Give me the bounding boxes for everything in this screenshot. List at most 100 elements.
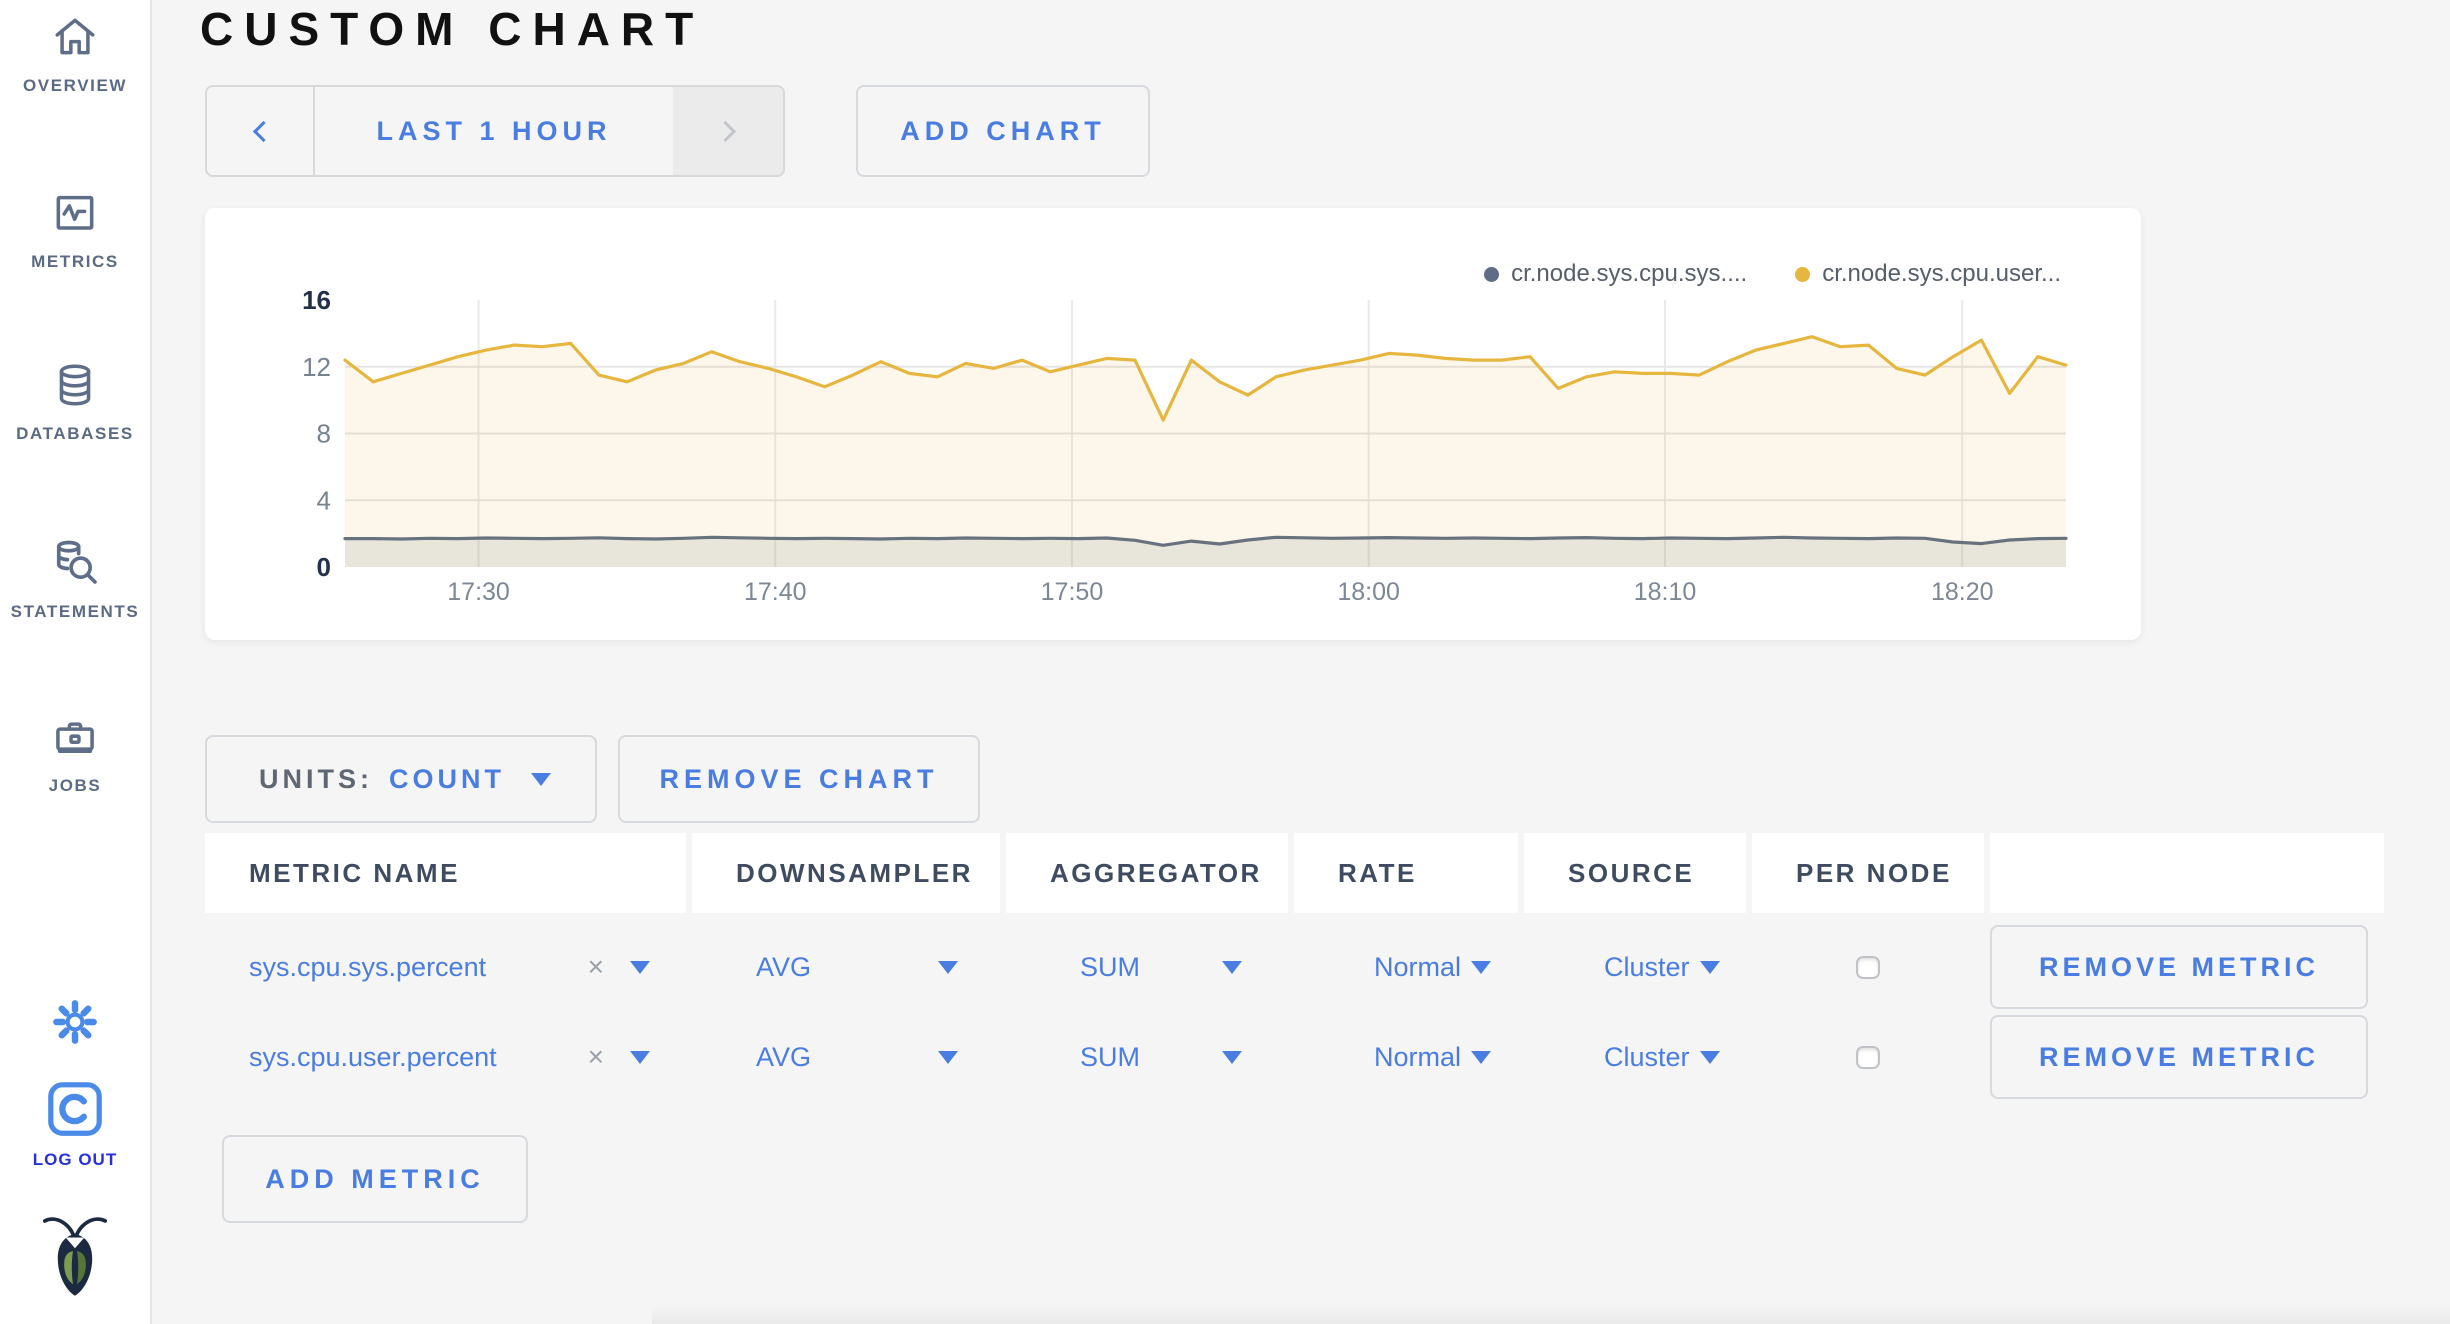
aggregator-dropdown[interactable]: SUM <box>1006 1013 1288 1101</box>
svg-text:0: 0 <box>317 552 331 582</box>
line-chart: 17:30 17:40 17:50 18:00 18:10 18:20 0 4 8 12 16 <box>302 285 2068 606</box>
source-value: Cluster <box>1604 1041 1690 1072</box>
svg-text:18:10: 18:10 <box>1634 578 1697 606</box>
metric-name-dropdown[interactable] <box>630 1050 650 1064</box>
legend-dot-user <box>1795 266 1811 282</box>
table-row: sys.cpu.user.percent × AVG SUM Normal Cl… <box>205 1013 2384 1101</box>
sidebar-item-label: METRICS <box>31 252 119 271</box>
remove-metric-button[interactable]: REMOVE METRIC <box>1990 1015 2368 1099</box>
table-row: sys.cpu.sys.percent × AVG SUM Normal Clu… <box>205 923 2384 1011</box>
chevron-down-icon <box>1471 1050 1492 1064</box>
svg-text:18:20: 18:20 <box>1931 578 1994 606</box>
cockroachdb-logo <box>0 1208 150 1300</box>
sidebar-item-label: DATABASES <box>16 424 134 443</box>
chevron-down-icon <box>630 960 650 974</box>
metrics-table-header: METRIC NAME DOWNSAMPLER AGGREGATOR RATE … <box>205 833 2384 913</box>
metrics-icon <box>50 188 100 238</box>
bottom-scroll-shadow <box>652 1306 2450 1324</box>
sidebar-item-databases[interactable]: DATABASES <box>0 360 150 444</box>
column-header-rate: RATE <box>1294 833 1518 913</box>
chevron-right-icon <box>714 120 736 142</box>
statements-icon <box>49 536 101 588</box>
legend-label-user: cr.node.sys.cpu.user... <box>1822 260 2061 287</box>
logout-button[interactable]: LOG OUT <box>0 1076 150 1170</box>
svg-text:17:30: 17:30 <box>447 578 510 606</box>
legend-item-sys[interactable]: cr.node.sys.cpu.sys.... <box>1484 260 1747 288</box>
sidebar-item-jobs[interactable]: JOBS <box>0 712 150 796</box>
sidebar-item-metrics[interactable]: METRICS <box>0 188 150 272</box>
cockroach-c-icon <box>42 1076 108 1142</box>
metric-name-value[interactable]: sys.cpu.sys.percent <box>249 951 487 982</box>
sidebar-item-label: OVERVIEW <box>22 76 128 95</box>
svg-text:8: 8 <box>317 419 331 449</box>
chevron-down-icon <box>938 1050 958 1064</box>
legend-label-sys: cr.node.sys.cpu.sys.... <box>1511 260 1748 287</box>
chevron-down-icon <box>1699 1050 1720 1064</box>
downsampler-dropdown[interactable]: AVG <box>692 1013 1000 1101</box>
chevron-down-icon <box>1222 960 1242 974</box>
aggregator-value: SUM <box>1080 1041 1140 1072</box>
column-header-per-node: PER NODE <box>1752 833 1984 913</box>
aggregator-dropdown[interactable]: SUM <box>1006 923 1288 1011</box>
add-chart-button[interactable]: ADD CHART <box>856 85 1150 177</box>
metric-name-dropdown[interactable] <box>630 960 650 974</box>
chevron-down-icon <box>531 772 551 786</box>
chevron-down-icon <box>938 960 958 974</box>
settings-button[interactable] <box>0 996 150 1048</box>
rate-value: Normal <box>1374 951 1462 982</box>
source-dropdown[interactable]: Cluster <box>1524 1013 1746 1101</box>
chevron-down-icon <box>630 1050 650 1064</box>
per-node-checkbox[interactable] <box>1856 1045 1880 1069</box>
sidebar-item-overview[interactable]: OVERVIEW <box>0 12 150 96</box>
per-node-checkbox[interactable] <box>1856 955 1880 979</box>
rate-dropdown[interactable]: Normal <box>1294 923 1518 1011</box>
metric-name-value[interactable]: sys.cpu.user.percent <box>249 1041 497 1072</box>
chart-legend: cr.node.sys.cpu.sys.... cr.node.sys.cpu.… <box>1484 260 2061 288</box>
legend-item-user[interactable]: cr.node.sys.cpu.user... <box>1795 260 2061 288</box>
downsampler-value: AVG <box>756 1041 812 1072</box>
briefcase-icon <box>50 712 100 762</box>
sidebar-item-statements[interactable]: STATEMENTS <box>0 536 150 622</box>
downsampler-dropdown[interactable]: AVG <box>692 923 1000 1011</box>
sidebar: OVERVIEW METRICS DATABASES <box>0 0 152 1324</box>
gear-icon <box>49 996 101 1048</box>
svg-text:4: 4 <box>317 485 331 515</box>
logout-label: LOG OUT <box>32 1150 118 1169</box>
sidebar-item-label: STATEMENTS <box>10 602 140 621</box>
chevron-left-icon <box>252 120 274 142</box>
main-content: CUSTOM CHART LAST 1 HOUR ADD CHART 17:30… <box>152 0 2450 1324</box>
chart-card: 17:30 17:40 17:50 18:00 18:10 18:20 0 4 8 12 16 cr… <box>205 208 2141 640</box>
clear-metric-icon[interactable]: × <box>587 1041 604 1072</box>
svg-text:18:00: 18:00 <box>1337 578 1400 606</box>
column-header-downsampler: DOWNSAMPLER <box>692 833 1000 913</box>
units-value: COUNT <box>389 763 505 794</box>
rate-value: Normal <box>1374 1041 1462 1072</box>
svg-text:17:50: 17:50 <box>1041 578 1104 606</box>
units-dropdown[interactable]: UNITS: COUNT <box>205 735 597 823</box>
time-range-next-button[interactable] <box>673 87 783 175</box>
home-icon <box>50 12 100 62</box>
svg-text:12: 12 <box>302 352 331 382</box>
cockroach-bug-icon <box>36 1208 114 1300</box>
sidebar-item-label: JOBS <box>48 776 102 795</box>
rate-dropdown[interactable]: Normal <box>1294 1013 1518 1101</box>
chevron-down-icon <box>1471 960 1492 974</box>
database-icon <box>50 360 100 410</box>
time-range-selector: LAST 1 HOUR <box>205 85 785 177</box>
column-header-metric-name: METRIC NAME <box>205 833 686 913</box>
chevron-down-icon <box>1222 1050 1242 1064</box>
remove-metric-button[interactable]: REMOVE METRIC <box>1990 925 2368 1009</box>
aggregator-value: SUM <box>1080 951 1140 982</box>
remove-chart-button[interactable]: REMOVE CHART <box>618 735 980 823</box>
source-dropdown[interactable]: Cluster <box>1524 923 1746 1011</box>
legend-dot-sys <box>1484 266 1500 282</box>
clear-metric-icon[interactable]: × <box>587 951 604 982</box>
units-label: UNITS: <box>259 763 373 794</box>
chevron-down-icon <box>1699 960 1720 974</box>
time-range-prev-button[interactable] <box>207 87 315 175</box>
downsampler-value: AVG <box>756 951 812 982</box>
add-metric-button[interactable]: ADD METRIC <box>222 1135 528 1223</box>
column-header-aggregator: AGGREGATOR <box>1006 833 1288 913</box>
column-header-source: SOURCE <box>1524 833 1746 913</box>
time-range-label[interactable]: LAST 1 HOUR <box>376 115 612 146</box>
